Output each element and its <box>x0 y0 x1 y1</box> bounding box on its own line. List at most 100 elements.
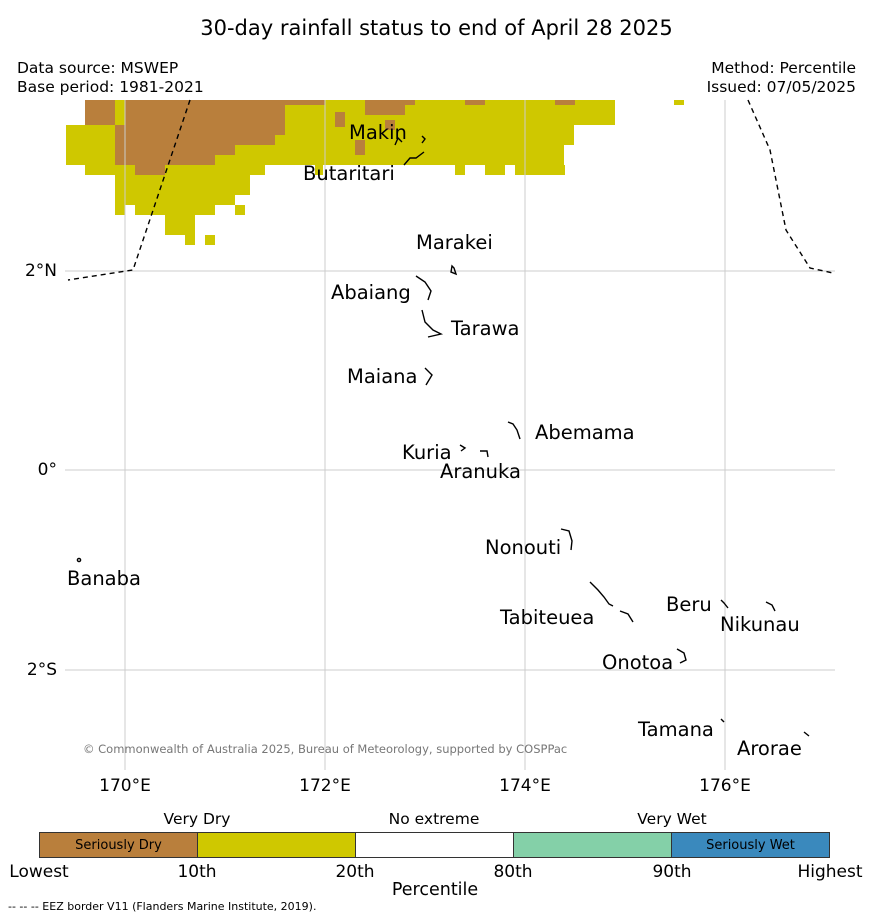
beru-outline <box>720 599 729 609</box>
seriously-dry-cell <box>95 110 115 125</box>
map-gridlines <box>65 100 835 770</box>
legend-tick-90th: 90th <box>652 862 692 882</box>
lon-label-176e: 176°E <box>699 776 751 796</box>
eez-border <box>67 99 834 281</box>
onotoa-outline <box>676 648 687 664</box>
tabiteuea-north-outline <box>589 581 614 607</box>
rainfall-map <box>65 99 835 770</box>
eez-border-east <box>747 99 834 274</box>
legend-tick-20th: 20th <box>335 862 375 882</box>
very-dry-cell <box>85 165 115 175</box>
very-dry-cell <box>115 175 250 195</box>
method-text: Method: Percentile <box>711 59 856 77</box>
legend-group-no-extreme: No extreme <box>388 810 480 828</box>
very-dry-cell <box>455 165 465 175</box>
legend-tick-80th: 80th <box>493 862 533 882</box>
place-label-tarawa: Tarawa <box>451 317 520 340</box>
place-label-maiana: Maiana <box>347 365 418 388</box>
very-dry-cell <box>115 205 125 215</box>
seriously-dry-cell <box>235 135 275 145</box>
seriously-dry-cell <box>365 100 405 115</box>
place-label-abaiang: Abaiang <box>331 281 411 304</box>
very-dry-cell <box>576 100 614 105</box>
lon-label-174e: 174°E <box>499 776 551 796</box>
place-label-marakei: Marakei <box>416 231 493 254</box>
data-source-block: Data source: MSWEP Base period: 1981-202… <box>17 59 204 97</box>
legend-box-no-extreme <box>355 832 514 858</box>
place-label-aranuka: Aranuka <box>440 460 521 483</box>
very-dry-cell <box>165 215 195 235</box>
copyright-notice: © Commonwealth of Australia 2025, Bureau… <box>83 742 568 756</box>
seriously-dry-cell <box>555 100 575 105</box>
marakei-outline <box>450 264 458 276</box>
aranuka-outline <box>480 450 489 458</box>
place-label-beru: Beru <box>666 593 712 616</box>
map-title: 30-day rainfall status to end of April 2… <box>200 16 673 40</box>
very-dry-cell <box>115 165 265 175</box>
abemama-outline <box>507 421 521 440</box>
seriously-dry-cell <box>135 165 165 175</box>
banaba-outline <box>76 557 82 563</box>
abaiang-outline <box>415 275 432 301</box>
makin-outline <box>394 136 403 146</box>
legend-axis-label: Percentile <box>391 880 479 900</box>
seriously-dry-cell <box>335 112 345 127</box>
butaritari-outline <box>403 151 425 166</box>
very-dry-cell <box>515 165 565 175</box>
very-dry-cell <box>315 165 323 175</box>
place-label-makin: Makin <box>349 121 407 144</box>
legend-group-very-wet: Very Wet <box>637 810 707 828</box>
legend-box-very-dry <box>197 832 356 858</box>
seriously-dry-cell <box>385 120 395 130</box>
seriously-dry-cell <box>465 100 485 105</box>
legend-tick-10th: 10th <box>177 862 217 882</box>
legend-box-seriously-wet-label: Seriously Wet <box>706 837 795 853</box>
makin-islet-outline <box>421 135 426 144</box>
legend-box-very-wet <box>513 832 672 858</box>
place-label-banaba: Banaba <box>67 567 141 590</box>
tabiteuea-south-outline <box>619 610 634 623</box>
very-dry-cell <box>235 205 245 215</box>
lon-label-170e: 170°E <box>99 776 151 796</box>
very-dry-cell <box>135 205 215 215</box>
place-label-nonouti: Nonouti <box>485 536 562 559</box>
tarawa-outline <box>421 309 444 338</box>
data-source-text: Data source: MSWEP <box>17 59 179 77</box>
place-label-tamana: Tamana <box>638 718 714 741</box>
rainfall-anomaly-cells <box>66 100 684 245</box>
legend-tick-highest: Highest <box>797 862 863 882</box>
lat-label-2s: 2°S <box>26 660 57 680</box>
tamana-outline <box>720 718 725 723</box>
lon-label-172e: 172°E <box>299 776 351 796</box>
place-label-arorae: Arorae <box>737 737 802 760</box>
island-outlines <box>76 135 810 737</box>
method-block: Method: Percentile Issued: 07/05/2025 <box>707 59 856 97</box>
legend-box-seriously-wet: Seriously Wet <box>671 832 830 858</box>
place-label-kuria: Kuria <box>402 441 452 464</box>
legend-box-seriously-dry: Seriously Dry <box>39 832 198 858</box>
place-label-abemama: Abemama <box>535 421 635 444</box>
very-dry-cell <box>205 235 215 245</box>
seriously-dry-cell <box>355 140 365 155</box>
seriously-dry-cell <box>405 100 415 105</box>
seriously-dry-cell <box>215 135 235 155</box>
kuria-outline <box>459 444 467 452</box>
place-label-onotoa: Onotoa <box>602 651 674 674</box>
very-dry-cell <box>185 235 195 245</box>
place-label-butaritari: Butaritari <box>303 162 395 185</box>
place-label-tabiteuea: Tabiteuea <box>500 606 595 629</box>
legend-group-very-dry: Very Dry <box>163 810 231 828</box>
seriously-dry-cell <box>125 100 285 105</box>
lat-label-0: 0° <box>37 460 57 480</box>
legend-box-seriously-dry-label: Seriously Dry <box>75 837 162 853</box>
base-period-text: Base period: 1981-2021 <box>17 78 204 96</box>
issued-text: Issued: 07/05/2025 <box>706 78 856 96</box>
arorae-outline <box>803 731 810 737</box>
nonouti-outline <box>560 528 573 551</box>
very-dry-cell <box>115 195 235 205</box>
nikunau-outline <box>765 601 776 612</box>
maiana-outline <box>424 367 433 386</box>
eez-footnote: -- -- -- EEZ border V11 (Flanders Marine… <box>8 900 317 913</box>
place-label-nikunau: Nikunau <box>720 613 800 636</box>
lat-label-2n: 2°N <box>24 261 57 281</box>
